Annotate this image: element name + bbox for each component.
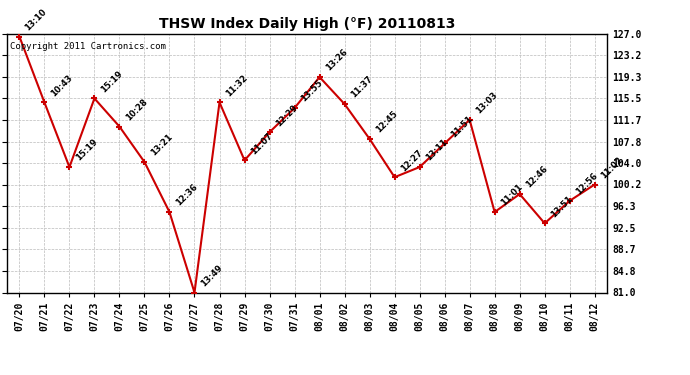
Text: 11:02: 11:02 — [599, 155, 624, 180]
Text: 12:46: 12:46 — [524, 165, 549, 190]
Text: 11:07: 11:07 — [248, 131, 274, 156]
Text: 11:51: 11:51 — [448, 114, 474, 139]
Text: 12:29: 12:29 — [274, 103, 299, 128]
Text: 10:28: 10:28 — [124, 97, 149, 122]
Text: 11:32: 11:32 — [224, 73, 249, 98]
Title: THSW Index Daily High (°F) 20110813: THSW Index Daily High (°F) 20110813 — [159, 17, 455, 31]
Text: 13:03: 13:03 — [474, 90, 499, 116]
Text: 15:19: 15:19 — [74, 138, 99, 163]
Text: 12:45: 12:45 — [374, 110, 399, 135]
Text: 11:01: 11:01 — [499, 183, 524, 208]
Text: 13:26: 13:26 — [324, 48, 349, 73]
Text: 13:11: 13:11 — [424, 138, 449, 163]
Text: 15:19: 15:19 — [99, 69, 124, 94]
Text: Copyright 2011 Cartronics.com: Copyright 2011 Cartronics.com — [10, 42, 166, 51]
Text: 13:21: 13:21 — [148, 132, 174, 158]
Text: 13:55: 13:55 — [299, 78, 324, 104]
Text: 13:10: 13:10 — [23, 7, 49, 32]
Text: 12:56: 12:56 — [574, 171, 599, 196]
Text: 10:43: 10:43 — [48, 73, 74, 98]
Text: 13:51: 13:51 — [549, 194, 574, 219]
Text: 13:49: 13:49 — [199, 263, 224, 288]
Text: 12:36: 12:36 — [174, 183, 199, 208]
Text: 11:37: 11:37 — [348, 75, 374, 100]
Text: 12:27: 12:27 — [399, 148, 424, 173]
